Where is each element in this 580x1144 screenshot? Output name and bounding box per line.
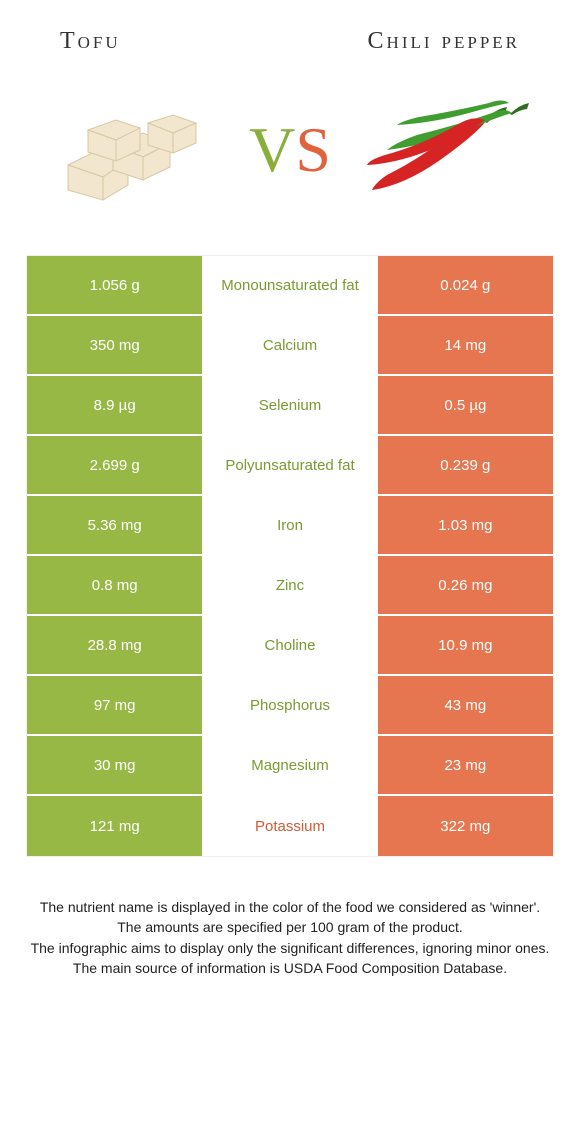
table-row: 28.8 mgCholine10.9 mg	[27, 616, 553, 676]
title-right: Chili pepper	[368, 28, 520, 55]
right-value: 322 mg	[378, 796, 553, 856]
table-row: 350 mgCalcium14 mg	[27, 316, 553, 376]
nutrient-label: Monounsaturated fat	[202, 256, 377, 314]
left-value: 121 mg	[27, 796, 202, 856]
table-row: 0.8 mgZinc0.26 mg	[27, 556, 553, 616]
left-value: 28.8 mg	[27, 616, 202, 674]
right-value: 0.239 g	[378, 436, 553, 494]
nutrient-label: Iron	[202, 496, 377, 554]
left-value: 8.9 µg	[27, 376, 202, 434]
right-value: 1.03 mg	[378, 496, 553, 554]
title-left: Tofu	[60, 28, 121, 55]
chili-image	[357, 90, 537, 210]
chili-icon	[357, 95, 537, 205]
right-value: 43 mg	[378, 676, 553, 734]
footnote-line: The main source of information is USDA F…	[30, 958, 550, 978]
tofu-image	[43, 90, 223, 210]
footnotes: The nutrient name is displayed in the co…	[0, 857, 580, 978]
table-row: 97 mgPhosphorus43 mg	[27, 676, 553, 736]
tofu-icon	[48, 95, 218, 205]
right-value: 10.9 mg	[378, 616, 553, 674]
nutrient-label: Polyunsaturated fat	[202, 436, 377, 494]
right-value: 0.024 g	[378, 256, 553, 314]
right-value: 23 mg	[378, 736, 553, 794]
footnote-line: The amounts are specified per 100 gram o…	[30, 917, 550, 937]
table-row: 121 mgPotassium322 mg	[27, 796, 553, 856]
nutrient-label: Selenium	[202, 376, 377, 434]
table-row: 2.699 gPolyunsaturated fat0.239 g	[27, 436, 553, 496]
left-value: 30 mg	[27, 736, 202, 794]
vs-v: V	[249, 114, 295, 185]
right-value: 14 mg	[378, 316, 553, 374]
vs-s: S	[295, 114, 331, 185]
nutrient-label: Potassium	[202, 796, 377, 856]
right-value: 0.26 mg	[378, 556, 553, 614]
table-row: 5.36 mgIron1.03 mg	[27, 496, 553, 556]
left-value: 97 mg	[27, 676, 202, 734]
nutrient-label: Phosphorus	[202, 676, 377, 734]
vs-label: VS	[249, 113, 331, 187]
left-value: 1.056 g	[27, 256, 202, 314]
footnote-line: The infographic aims to display only the…	[30, 938, 550, 958]
nutrient-label: Zinc	[202, 556, 377, 614]
left-value: 2.699 g	[27, 436, 202, 494]
nutrient-label: Choline	[202, 616, 377, 674]
header: Tofu Chili pepper	[0, 0, 580, 65]
images-row: VS	[0, 65, 580, 245]
left-value: 350 mg	[27, 316, 202, 374]
table-row: 1.056 gMonounsaturated fat0.024 g	[27, 256, 553, 316]
table-row: 30 mgMagnesium23 mg	[27, 736, 553, 796]
left-value: 0.8 mg	[27, 556, 202, 614]
comparison-table: 1.056 gMonounsaturated fat0.024 g350 mgC…	[26, 255, 554, 857]
nutrient-label: Magnesium	[202, 736, 377, 794]
table-row: 8.9 µgSelenium0.5 µg	[27, 376, 553, 436]
left-value: 5.36 mg	[27, 496, 202, 554]
nutrient-label: Calcium	[202, 316, 377, 374]
right-value: 0.5 µg	[378, 376, 553, 434]
footnote-line: The nutrient name is displayed in the co…	[30, 897, 550, 917]
